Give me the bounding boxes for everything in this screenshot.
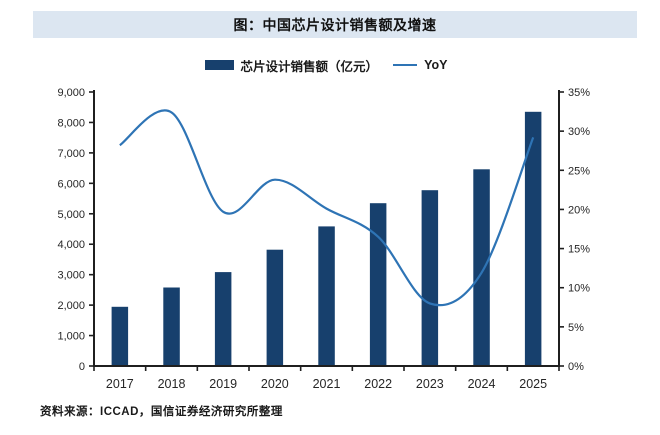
right-axis-tick-label: 20% bbox=[568, 204, 590, 216]
bar-2017 bbox=[111, 306, 129, 366]
left-axis-tick-label: 2,000 bbox=[57, 300, 85, 312]
x-axis-label-2025: 2025 bbox=[519, 377, 547, 391]
x-axis-label-2023: 2023 bbox=[416, 377, 444, 391]
right-axis-tick-label: 0% bbox=[568, 361, 584, 373]
left-axis-tick-label: 1,000 bbox=[57, 331, 85, 343]
left-axis-tick-label: 4,000 bbox=[57, 239, 85, 251]
chart-legend: 芯片设计销售额（亿元） YoY bbox=[0, 55, 652, 75]
bar-2020 bbox=[266, 249, 284, 366]
right-axis-tick-label: 15% bbox=[568, 244, 590, 256]
right-axis-tick-label: 5% bbox=[568, 322, 584, 334]
left-axis-tick-label: 5,000 bbox=[57, 209, 85, 221]
legend-item-yoy: YoY bbox=[393, 58, 447, 72]
bar-2024 bbox=[473, 169, 490, 366]
bar-2023 bbox=[421, 190, 439, 366]
x-axis-label-2019: 2019 bbox=[209, 377, 237, 391]
left-axis-tick-label: 8,000 bbox=[57, 117, 85, 129]
x-axis-label-2018: 2018 bbox=[158, 377, 186, 391]
right-axis-tick-label: 25% bbox=[568, 165, 590, 177]
line-series-label: YoY bbox=[424, 58, 448, 72]
right-axis-tick-label: 35% bbox=[568, 87, 590, 99]
bar-2025 bbox=[524, 111, 542, 366]
left-axis-tick-label: 0 bbox=[79, 361, 85, 373]
bar-2021 bbox=[318, 226, 335, 366]
x-axis-label-2024: 2024 bbox=[468, 377, 496, 391]
x-axis-label-2020: 2020 bbox=[261, 377, 289, 391]
x-axis-label-2022: 2022 bbox=[364, 377, 392, 391]
source-note: 资料来源：ICCAD，国信证券经济研究所整理 bbox=[40, 406, 283, 418]
yoy-line bbox=[119, 109, 535, 307]
legend-item-sales: 芯片设计销售额（亿元） bbox=[204, 56, 379, 75]
left-axis-tick-label: 6,000 bbox=[57, 178, 85, 190]
bar-series-label: 芯片设计销售额（亿元） bbox=[240, 59, 379, 74]
right-axis-tick-label: 30% bbox=[568, 126, 590, 138]
bar-series-swatch bbox=[204, 60, 234, 70]
x-axis-label-2021: 2021 bbox=[313, 377, 341, 391]
x-axis-label-2017: 2017 bbox=[106, 377, 134, 391]
left-axis-tick-label: 7,000 bbox=[57, 148, 85, 160]
right-axis-tick-label: 10% bbox=[568, 283, 590, 295]
left-axis-tick-label: 3,000 bbox=[57, 270, 85, 282]
bar-2018 bbox=[163, 287, 180, 366]
bar-2019 bbox=[214, 272, 232, 366]
bar-2022 bbox=[369, 203, 387, 366]
figure-title: 图：中国芯片设计销售额及增速 bbox=[233, 16, 437, 33]
left-axis-tick-label: 9,000 bbox=[57, 87, 85, 99]
line-series-swatch bbox=[393, 64, 418, 66]
figure-title-band: 图：中国芯片设计销售额及增速 bbox=[33, 11, 637, 38]
